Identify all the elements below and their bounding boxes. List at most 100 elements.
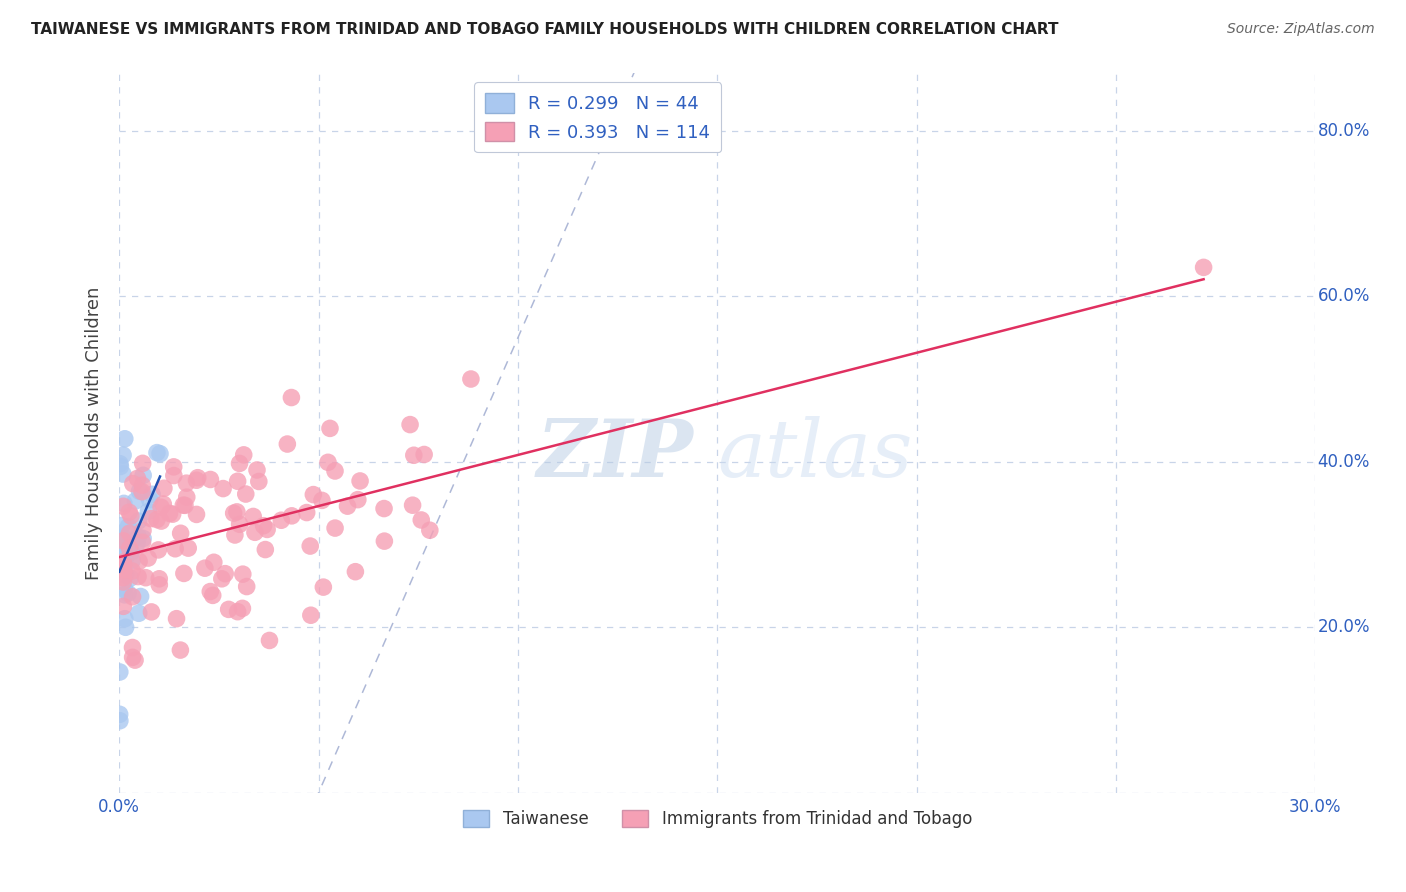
- Point: [139, 511, 162, 525]
- Point: [120, 508, 142, 523]
- Point: [127, 471, 149, 485]
- Point: [373, 501, 395, 516]
- Point: [336, 499, 359, 513]
- Point: [125, 536, 148, 550]
- Point: [162, 507, 184, 521]
- Point: [112, 574, 135, 589]
- Point: [121, 650, 143, 665]
- Point: [187, 471, 209, 485]
- Point: [141, 605, 163, 619]
- Point: [280, 391, 302, 405]
- Text: Source: ZipAtlas.com: Source: ZipAtlas.com: [1227, 22, 1375, 37]
- Point: [173, 566, 195, 581]
- Point: [131, 478, 153, 492]
- Point: [218, 602, 240, 616]
- Text: TAIWANESE VS IMMIGRANTS FROM TRINIDAD AND TOBAGO FAMILY HOUSEHOLDS WITH CHILDREN: TAIWANESE VS IMMIGRANTS FROM TRINIDAD AN…: [31, 22, 1059, 37]
- Point: [121, 476, 143, 491]
- Point: [177, 541, 200, 555]
- Point: [120, 571, 142, 585]
- Point: [111, 530, 134, 544]
- Point: [256, 523, 278, 537]
- Point: [117, 586, 139, 600]
- Point: [159, 507, 181, 521]
- Point: [138, 492, 160, 507]
- Point: [118, 539, 141, 553]
- Point: [231, 601, 253, 615]
- Point: [108, 714, 131, 728]
- Point: [299, 608, 322, 623]
- Point: [114, 612, 136, 626]
- Point: [112, 549, 135, 563]
- Point: [127, 514, 149, 528]
- Point: [114, 568, 136, 582]
- Point: [110, 553, 132, 567]
- Point: [247, 475, 270, 489]
- Legend: Taiwanese, Immigrants from Trinidad and Tobago: Taiwanese, Immigrants from Trinidad and …: [456, 803, 979, 835]
- Point: [299, 539, 322, 553]
- Point: [169, 643, 191, 657]
- Point: [401, 498, 423, 512]
- Point: [114, 620, 136, 634]
- Point: [295, 506, 318, 520]
- Point: [311, 493, 333, 508]
- Point: [111, 531, 134, 545]
- Point: [232, 567, 254, 582]
- Point: [112, 563, 135, 577]
- Point: [259, 633, 281, 648]
- Point: [132, 532, 155, 546]
- Point: [212, 482, 235, 496]
- Point: [312, 580, 335, 594]
- Point: [128, 484, 150, 499]
- Point: [112, 555, 135, 569]
- Point: [110, 459, 132, 474]
- Point: [112, 571, 135, 585]
- Point: [108, 665, 131, 679]
- Point: [163, 468, 186, 483]
- Point: [1192, 260, 1215, 275]
- Point: [121, 553, 143, 567]
- Point: [118, 505, 141, 519]
- Point: [226, 475, 249, 489]
- Point: [186, 473, 208, 487]
- Point: [186, 508, 208, 522]
- Point: [347, 492, 370, 507]
- Point: [200, 473, 222, 487]
- Point: [163, 459, 186, 474]
- Point: [124, 494, 146, 508]
- Point: [127, 530, 149, 544]
- Point: [131, 456, 153, 470]
- Point: [228, 517, 250, 532]
- Point: [112, 558, 135, 573]
- Point: [150, 514, 173, 528]
- Point: [124, 653, 146, 667]
- Text: atlas: atlas: [717, 416, 912, 493]
- Point: [110, 549, 132, 564]
- Point: [146, 512, 169, 526]
- Point: [108, 707, 131, 722]
- Point: [148, 542, 170, 557]
- Point: [131, 484, 153, 499]
- Point: [111, 467, 134, 481]
- Point: [200, 584, 222, 599]
- Point: [150, 500, 173, 515]
- Point: [172, 498, 194, 512]
- Point: [176, 476, 198, 491]
- Point: [411, 513, 433, 527]
- Point: [225, 505, 247, 519]
- Point: [128, 554, 150, 568]
- Point: [232, 448, 254, 462]
- Point: [176, 490, 198, 504]
- Point: [138, 504, 160, 518]
- Point: [115, 537, 138, 551]
- Point: [202, 555, 225, 569]
- Point: [169, 526, 191, 541]
- Point: [214, 566, 236, 581]
- Point: [112, 533, 135, 548]
- Point: [243, 525, 266, 540]
- Point: [224, 528, 246, 542]
- Point: [413, 448, 436, 462]
- Point: [166, 612, 188, 626]
- Point: [114, 551, 136, 566]
- Point: [127, 569, 149, 583]
- Point: [254, 542, 277, 557]
